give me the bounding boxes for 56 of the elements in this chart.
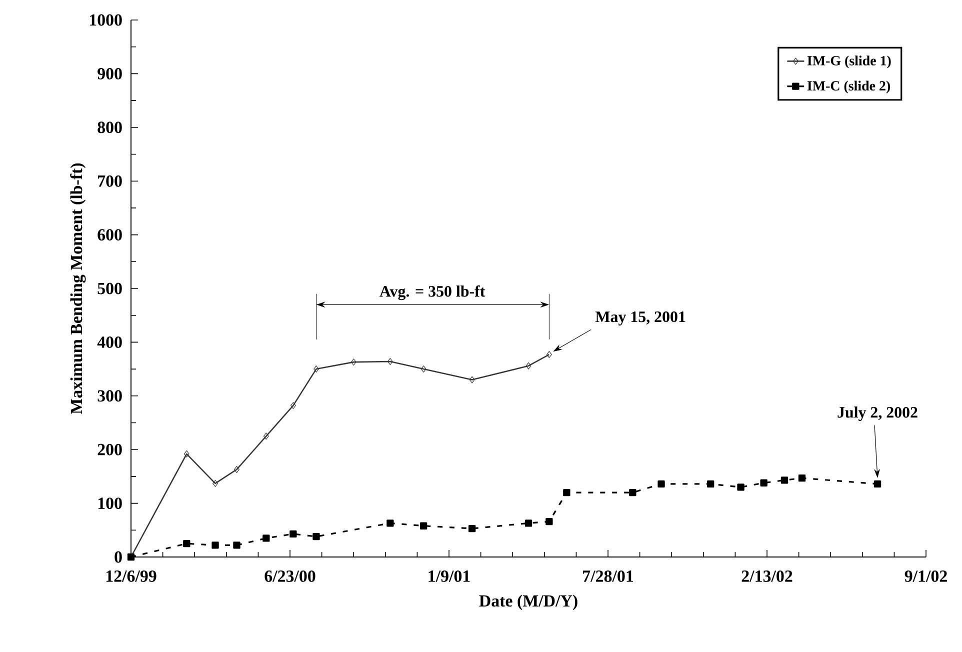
y-tick-label: 100 (98, 498, 122, 510)
point (184, 450, 190, 458)
point (212, 542, 219, 549)
point (387, 358, 393, 366)
annotation: Avg. = 350 lb-ft (380, 285, 486, 300)
point (420, 522, 428, 530)
point (526, 362, 532, 370)
y-tick-label: 0 (114, 551, 122, 563)
legend-label: IM-C (slide 2) (807, 80, 890, 94)
point (314, 366, 319, 373)
x-tick-label: 2/13/02 (742, 570, 792, 582)
point (706, 480, 714, 488)
y-tick-label: 500 (98, 282, 122, 294)
y-tick-label: 1000 (90, 14, 122, 26)
point (798, 474, 806, 482)
x-axis-title: Date (M/D/Y) (479, 594, 578, 610)
point (737, 484, 744, 491)
point (233, 542, 240, 549)
y-tick-label: 200 (98, 444, 122, 456)
x-tick-label: 9/1/02 (904, 570, 947, 582)
point (524, 520, 532, 527)
point (183, 540, 190, 548)
point (874, 480, 882, 488)
point (760, 479, 768, 486)
point (469, 376, 475, 384)
point (468, 524, 476, 532)
y-tick-label: 300 (98, 390, 122, 402)
x-tick-label: 7/28/01 (583, 570, 634, 582)
y-tick-label: 900 (98, 68, 122, 80)
point (263, 432, 269, 440)
point (546, 518, 553, 526)
point (262, 534, 270, 542)
point (629, 488, 636, 496)
point (420, 366, 426, 373)
y-tick-label: 800 (98, 122, 122, 134)
point (780, 476, 788, 484)
point (234, 466, 240, 473)
x-tick-label: 1/9/01 (428, 570, 470, 582)
y-tick-label: 700 (98, 175, 122, 187)
point (350, 358, 356, 366)
y-tick-label: 400 (97, 336, 122, 348)
point (386, 520, 394, 527)
point (212, 480, 218, 487)
y-tick-label: 600 (98, 229, 122, 241)
x-tick-label: 12/6/99 (106, 570, 156, 582)
point (290, 402, 296, 410)
point (290, 530, 297, 538)
y-axis-title: Maximum Bending Moment (lb-ft) (70, 163, 86, 414)
point (312, 533, 320, 540)
annotation: May 15, 2001 (595, 311, 686, 326)
annotation: July 2, 2002 (838, 406, 918, 421)
x-tick-label: 6/23/00 (264, 570, 316, 582)
point (658, 480, 665, 488)
point (546, 351, 552, 358)
legend-label: IM-G (slide 1) (807, 56, 891, 68)
point (563, 488, 570, 496)
